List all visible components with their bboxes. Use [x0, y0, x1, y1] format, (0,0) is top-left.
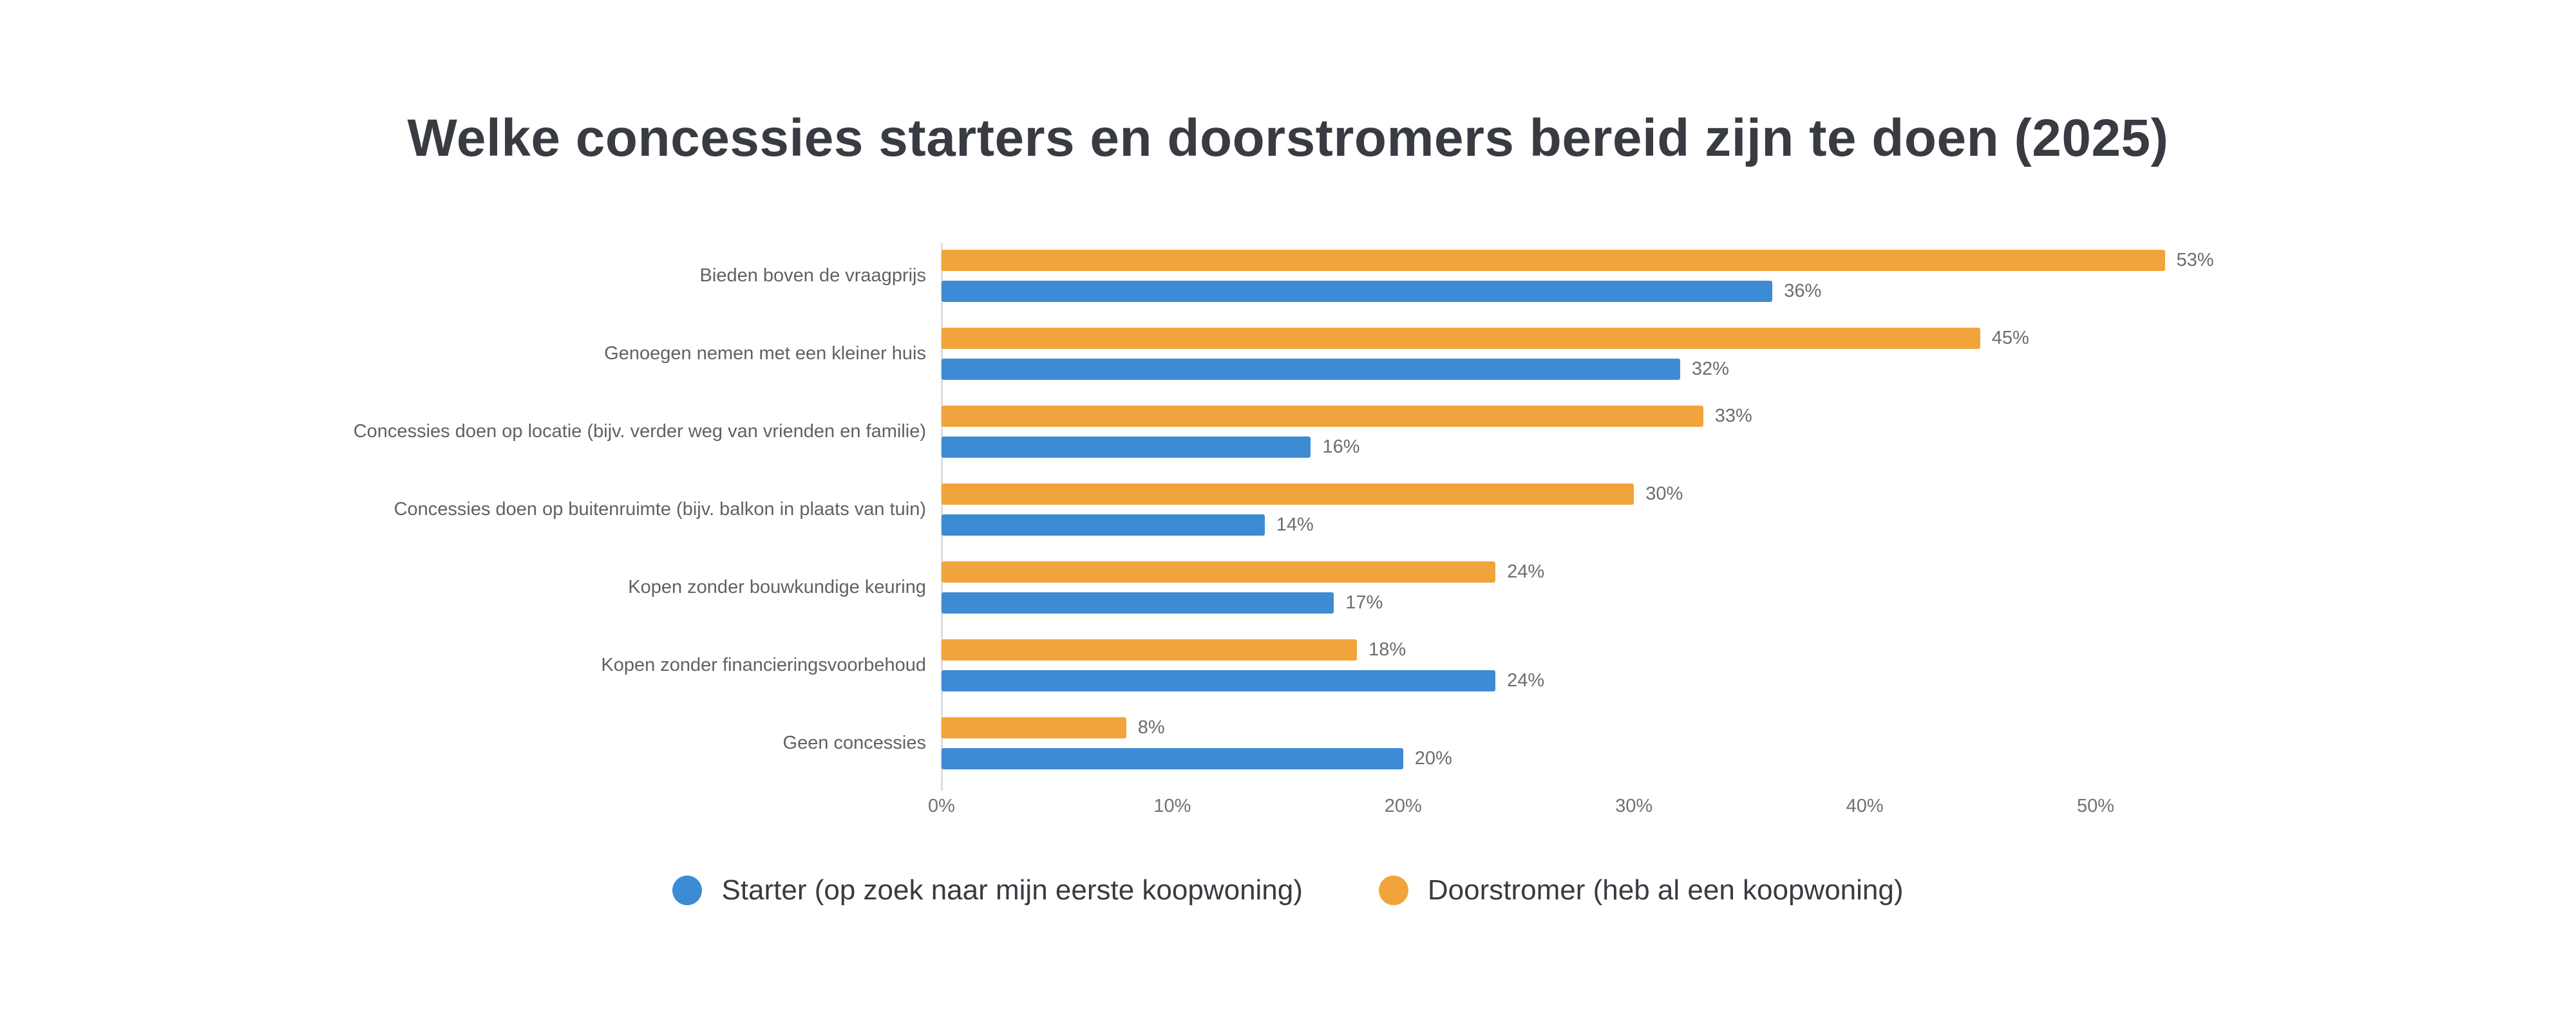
category-label: Geen concessies [782, 732, 926, 753]
bar-line: 45% [942, 328, 2029, 349]
category-label: Kopen zonder financieringsvoorbehoud [601, 654, 926, 675]
chart-rows: Bieden boven de vraagprijs 53% 36% Genoegen… [0, 250, 2576, 769]
bar-value-label: 14% [1276, 514, 1314, 535]
bar-starter [942, 748, 1403, 769]
bar-line: 53% [942, 250, 2214, 271]
x-axis-tick-label: 30% [1615, 796, 1653, 816]
bar-line: 18% [942, 639, 1544, 661]
bar-value-label: 30% [1645, 484, 1683, 504]
category-label: Concessies doen op buitenruimte (bijv. b… [393, 498, 926, 520]
chart-row: Concessies doen op locatie (bijv. verder… [0, 406, 2576, 458]
bar-value-label: 24% [1507, 561, 1545, 582]
bar-value-label: 20% [1414, 748, 1452, 769]
bar-line: 8% [942, 717, 1452, 738]
legend-item: Starter (op zoek naar mijn eerste koopwo… [672, 874, 1303, 906]
legend-item: Doorstromer (heb al een koopwoning) [1378, 874, 1904, 906]
category-label: Genoegen nemen met een kleiner huis [604, 343, 926, 364]
legend: Starter (op zoek naar mijn eerste koopwo… [0, 874, 2576, 906]
chart-row: Concessies doen op buitenruimte (bijv. b… [0, 484, 2576, 536]
bar-line: 36% [942, 281, 2214, 302]
bar-starter [942, 359, 1680, 380]
bar-value-label: 45% [1991, 328, 2029, 348]
bar-chart: Bieden boven de vraagprijs 53% 36% Genoegen… [0, 243, 2576, 816]
chart-row: Kopen zonder bouwkundige keuring 24% 17% [0, 561, 2576, 614]
bar-group: 33% 16% [942, 406, 1752, 458]
bar-doorstromer [942, 561, 1496, 583]
bar-value-label: 33% [1714, 406, 1752, 426]
bar-line: 32% [942, 359, 2029, 380]
bar-doorstromer [942, 250, 2165, 271]
bar-group: 45% 32% [942, 328, 2029, 380]
bar-line: 30% [942, 484, 1683, 505]
bar-doorstromer [942, 717, 1126, 738]
bar-group: 24% 17% [942, 561, 1544, 614]
bar-starter [942, 514, 1265, 536]
x-axis-tick-label: 40% [1846, 796, 1884, 816]
chart-row: Geen concessies 8% 20% [0, 717, 2576, 769]
bar-value-label: 17% [1345, 592, 1383, 613]
bar-value-label: 16% [1322, 437, 1360, 457]
x-axis-tick-label: 50% [2076, 796, 2115, 816]
bar-value-label: 18% [1368, 639, 1406, 660]
category-label: Bieden boven de vraagprijs [699, 265, 926, 286]
bar-line: 24% [942, 670, 1544, 691]
bar-value-label: 32% [1691, 359, 1729, 379]
bar-doorstromer [942, 484, 1634, 505]
bar-starter [942, 592, 1334, 614]
bar-group: 53% 36% [942, 250, 2214, 302]
bar-starter [942, 670, 1496, 691]
legend-dot-icon [672, 876, 703, 905]
x-axis-tick-label: 0% [928, 796, 955, 816]
bar-doorstromer [942, 328, 1980, 349]
bar-value-label: 53% [2176, 250, 2214, 270]
chart-row: Bieden boven de vraagprijs 53% 36% [0, 250, 2576, 302]
chart-title: Welke concessies starters en doorstromer… [407, 109, 2169, 167]
bar-value-label: 24% [1507, 670, 1545, 691]
x-axis-tick-label: 10% [1153, 796, 1191, 816]
bar-group: 8% 20% [942, 717, 1452, 769]
chart-row: Genoegen nemen met een kleiner huis 45% 32… [0, 328, 2576, 380]
bar-line: 33% [942, 406, 1752, 427]
legend-label: Starter (op zoek naar mijn eerste koopwo… [721, 874, 1303, 906]
x-axis-tick-label: 20% [1384, 796, 1422, 816]
category-label: Kopen zonder bouwkundige keuring [628, 576, 926, 597]
bar-line: 16% [942, 437, 1752, 458]
bar-group: 30% 14% [942, 484, 1683, 536]
bar-value-label: 36% [1784, 281, 1822, 301]
x-axis: 0% 10% 20% 30% 40% 50% [0, 796, 2576, 824]
bar-doorstromer [942, 406, 1703, 427]
legend-label: Doorstromer (heb al een koopwoning) [1427, 874, 1904, 906]
bar-line: 24% [942, 561, 1544, 583]
legend-dot-icon [1378, 876, 1408, 905]
bar-group: 18% 24% [942, 639, 1544, 691]
bar-starter [942, 281, 1773, 302]
bar-starter [942, 437, 1311, 458]
category-label: Concessies doen op locatie (bijv. verder… [353, 420, 926, 442]
bar-line: 14% [942, 514, 1683, 536]
chart-row: Kopen zonder financieringsvoorbehoud 18% 2… [0, 639, 2576, 691]
bar-doorstromer [942, 639, 1358, 661]
bar-line: 17% [942, 592, 1544, 614]
bar-value-label: 8% [1137, 717, 1165, 738]
bar-line: 20% [942, 748, 1452, 769]
